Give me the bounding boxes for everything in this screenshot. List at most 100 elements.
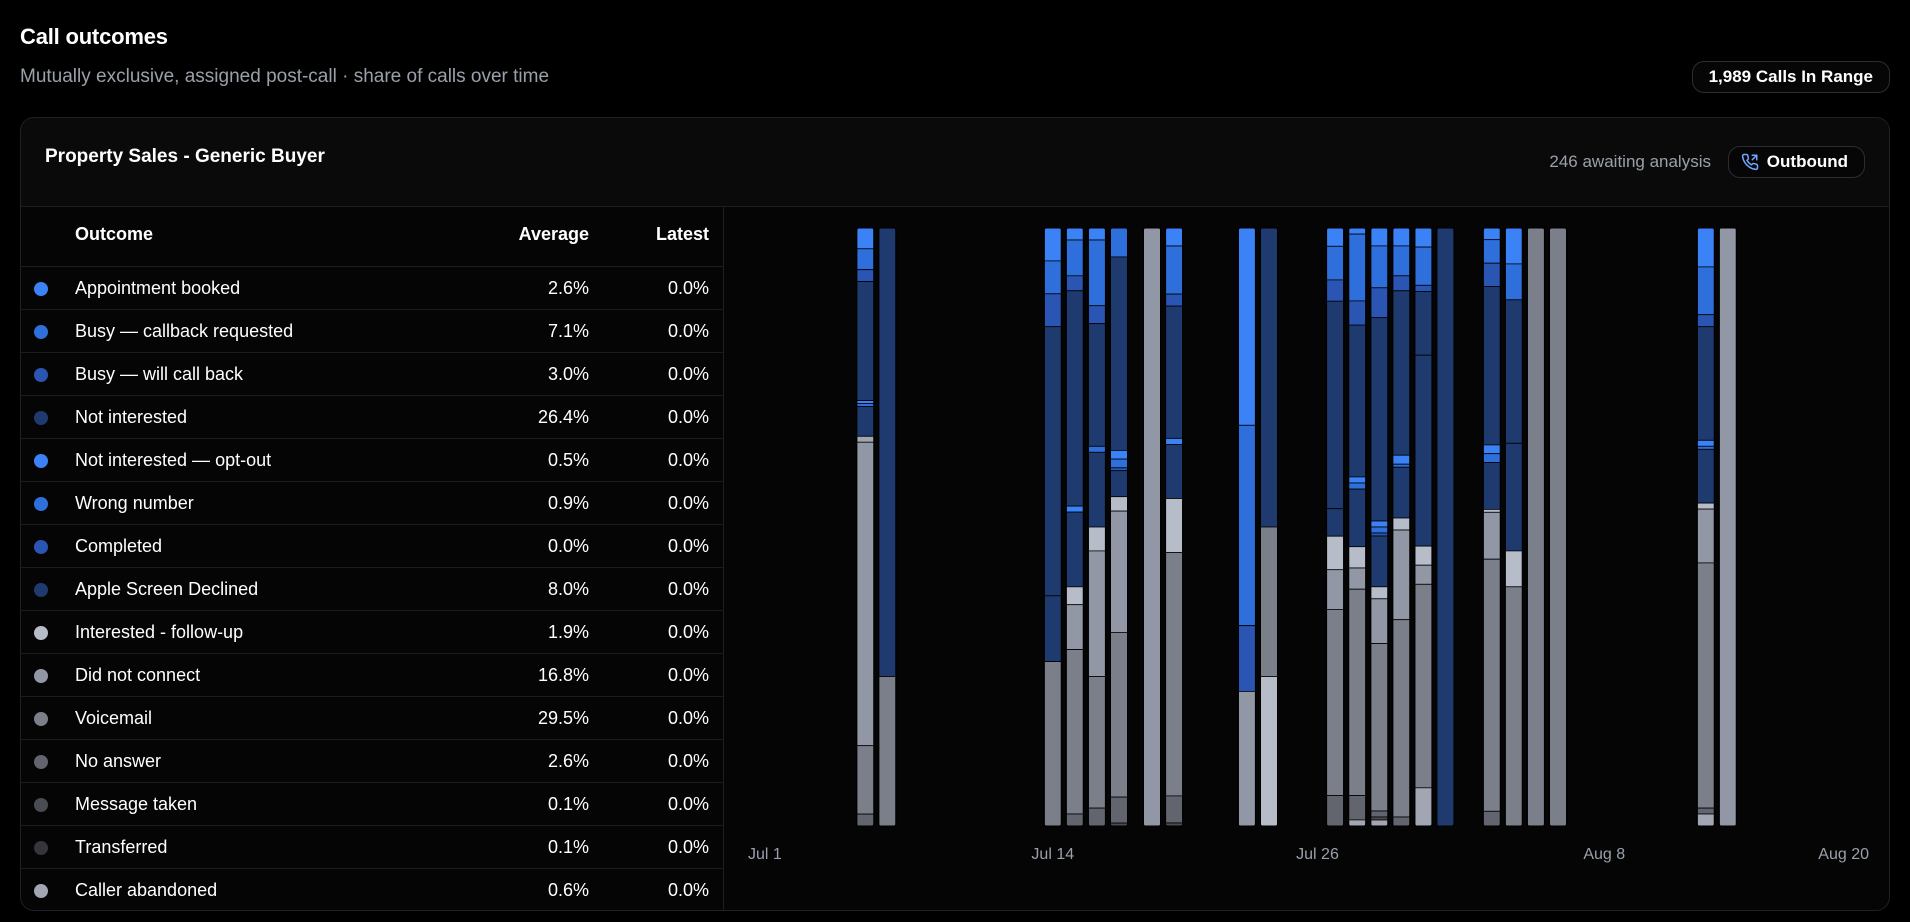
bar-segment[interactable] — [1392, 466, 1411, 519]
bar-segment[interactable] — [1504, 299, 1523, 444]
bar-segment[interactable] — [1326, 569, 1344, 610]
bar-segment[interactable] — [1370, 520, 1389, 528]
bar-segment[interactable] — [1110, 449, 1128, 460]
table-row[interactable]: Message taken 0.1% 0.0% — [21, 783, 723, 826]
bar-segment[interactable] — [1370, 287, 1389, 319]
bar-segment[interactable] — [1065, 239, 1084, 277]
bar-segment[interactable] — [1165, 795, 1184, 824]
bar-segment[interactable] — [1370, 598, 1389, 644]
table-row[interactable]: Busy — callback requested 7.1% 0.0% — [21, 310, 723, 353]
bar-segment[interactable] — [1238, 227, 1256, 426]
bar-segment[interactable] — [1348, 795, 1367, 821]
bar-segment[interactable] — [1087, 526, 1106, 552]
bar-segment[interactable] — [1696, 448, 1715, 504]
column-header-latest[interactable]: Latest — [655, 224, 709, 244]
bar-segment[interactable] — [1370, 245, 1389, 289]
chart-bar[interactable] — [1549, 227, 1567, 827]
bar-segment[interactable] — [1392, 463, 1411, 468]
bar-segment[interactable] — [1348, 567, 1367, 590]
bar-segment[interactable] — [1165, 443, 1184, 499]
bar-segment[interactable] — [1087, 445, 1106, 453]
chart-bar[interactable] — [1696, 227, 1715, 827]
chart-bar[interactable] — [1260, 227, 1278, 827]
bar-segment[interactable] — [1348, 476, 1367, 484]
bar-segment[interactable] — [1414, 246, 1433, 286]
bar-segment[interactable] — [1482, 286, 1501, 446]
bar-segment[interactable] — [1436, 227, 1455, 827]
chart-bar[interactable] — [1504, 227, 1523, 827]
bar-segment[interactable] — [1504, 227, 1523, 265]
bar-segment[interactable] — [1370, 810, 1389, 818]
bar-segment[interactable] — [1392, 816, 1411, 827]
chart-bar[interactable] — [1165, 227, 1184, 827]
bar-segment[interactable] — [1326, 795, 1344, 827]
bar-segment[interactable] — [1370, 526, 1389, 534]
bar-segment[interactable] — [856, 435, 875, 443]
chart-bar[interactable] — [1392, 227, 1411, 827]
table-row[interactable]: Completed 0.0% 0.0% — [21, 525, 723, 568]
bar-segment[interactable] — [1326, 608, 1344, 796]
bar-segment[interactable] — [1549, 227, 1567, 827]
bar-segment[interactable] — [878, 227, 897, 677]
chart-bar[interactable] — [1436, 227, 1455, 827]
bar-segment[interactable] — [1348, 482, 1367, 490]
chart-bar[interactable] — [1482, 227, 1501, 827]
bar-segment[interactable] — [1696, 445, 1715, 450]
bar-segment[interactable] — [1504, 550, 1523, 588]
chart-bar[interactable] — [878, 227, 897, 827]
bar-segment[interactable] — [1348, 488, 1367, 548]
bar-segment[interactable] — [1110, 631, 1128, 798]
bar-segment[interactable] — [1065, 586, 1084, 606]
bar-segment[interactable] — [1504, 263, 1523, 301]
bar-segment[interactable] — [1348, 819, 1367, 827]
chart-bar[interactable] — [1526, 227, 1545, 827]
table-row[interactable]: Busy — will call back 3.0% 0.0% — [21, 353, 723, 396]
bar-segment[interactable] — [1326, 535, 1344, 571]
chart-bar[interactable] — [1110, 227, 1128, 827]
chart-bar[interactable] — [1414, 227, 1433, 827]
bar-segment[interactable] — [1165, 227, 1184, 247]
bar-segment[interactable] — [1087, 323, 1106, 447]
bar-segment[interactable] — [1527, 227, 1545, 827]
chart-bar[interactable] — [1237, 227, 1256, 827]
chart-bar[interactable] — [1143, 227, 1161, 827]
chart-bar[interactable] — [1043, 227, 1062, 827]
bar-segment[interactable] — [1414, 787, 1433, 827]
bar-segment[interactable] — [1696, 502, 1715, 510]
table-row[interactable]: Not interested 26.4% 0.0% — [21, 396, 723, 439]
bar-segment[interactable] — [1370, 227, 1389, 247]
bar-segment[interactable] — [1043, 260, 1062, 295]
bar-segment[interactable] — [1087, 239, 1106, 307]
bar-segment[interactable] — [856, 248, 875, 270]
bar-segment[interactable] — [1260, 676, 1278, 827]
bar-segment[interactable] — [1482, 462, 1501, 510]
bar-segment[interactable] — [1043, 293, 1062, 328]
bar-segment[interactable] — [1348, 300, 1367, 326]
bar-segment[interactable] — [1065, 227, 1084, 241]
table-row[interactable]: Did not connect 16.8% 0.0% — [21, 654, 723, 697]
bar-segment[interactable] — [1260, 227, 1278, 528]
bar-segment[interactable] — [1065, 813, 1084, 827]
bar-segment[interactable] — [1482, 262, 1501, 288]
bar-segment[interactable] — [1238, 424, 1256, 627]
bar-segment[interactable] — [1392, 290, 1411, 456]
bar-segment[interactable] — [856, 403, 875, 407]
column-header-outcome[interactable]: Outcome — [75, 224, 154, 244]
bar-segment[interactable] — [1326, 227, 1344, 247]
bar-segment[interactable] — [1087, 451, 1106, 528]
bar-segment[interactable] — [1238, 625, 1256, 692]
bar-segment[interactable] — [1392, 619, 1411, 818]
bar-segment[interactable] — [1414, 284, 1433, 293]
bar-segment[interactable] — [1110, 256, 1128, 451]
bar-segment[interactable] — [1414, 545, 1433, 566]
bar-segment[interactable] — [1087, 227, 1106, 241]
bar-segment[interactable] — [1043, 326, 1062, 597]
bar-segment[interactable] — [1696, 439, 1715, 447]
chart-bar[interactable] — [1065, 227, 1084, 827]
bar-segment[interactable] — [1370, 819, 1389, 827]
bar-segment[interactable] — [1482, 511, 1501, 560]
bar-segment[interactable] — [1165, 305, 1184, 439]
bar-segment[interactable] — [1504, 442, 1523, 552]
bar-segment[interactable] — [1065, 649, 1084, 815]
bar-segment[interactable] — [1110, 796, 1128, 824]
